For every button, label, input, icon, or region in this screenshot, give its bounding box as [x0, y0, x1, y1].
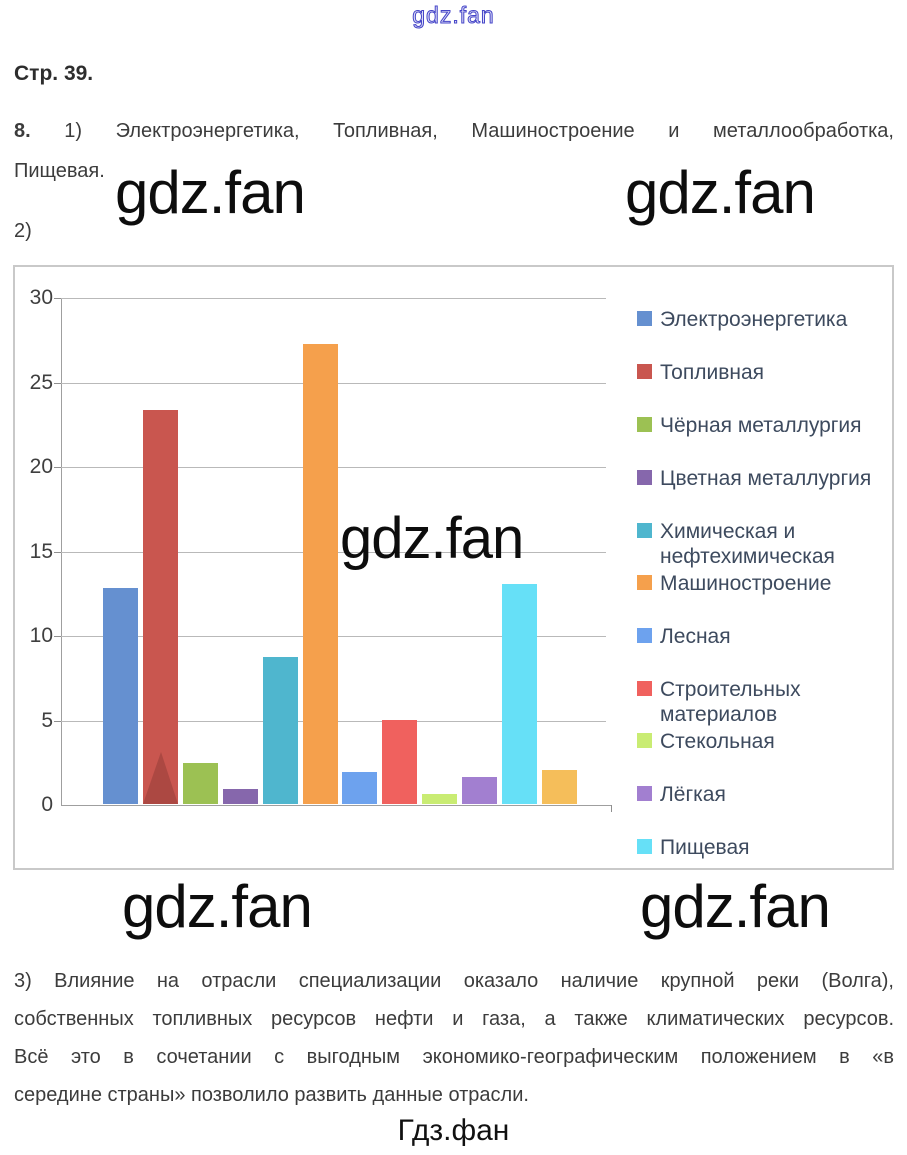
legend-label: Стекольная	[660, 730, 775, 753]
legend-label: Строительных материалов	[660, 678, 801, 726]
answer-1: 8. 1) Электроэнергетика, Топливная, Маши…	[14, 120, 894, 200]
bar-цветная-металлургия	[222, 788, 258, 804]
plot-area	[54, 298, 606, 805]
legend-label: Цветная металлургия	[660, 467, 872, 490]
legend-swatch-icon	[637, 839, 652, 854]
watermark-chart: gdz.fan	[340, 506, 524, 571]
legend-label: Чёрная металлургия	[660, 414, 862, 437]
y-tick	[54, 382, 61, 384]
legend-swatch-icon	[637, 733, 652, 748]
answer-3-line-3: Всё это в сочетании с выгодным экономико…	[14, 1046, 894, 1068]
answer-2-label: 2)	[14, 220, 32, 242]
legend-item-строительных-материалов: Строительных материалов	[637, 677, 889, 727]
legend-label: Машиностроение	[660, 572, 832, 595]
legend-item-чёрная-металлургия: Чёрная металлургия	[637, 413, 889, 438]
y-tick	[54, 720, 61, 722]
legend-label: Лесная	[660, 625, 731, 648]
bar-химическая-и-нефтехимическая	[262, 656, 298, 804]
bar-стекольная	[422, 793, 458, 804]
legend-swatch-icon	[637, 470, 652, 485]
answer-1-line-1: 8. 1) Электроэнергетика, Топливная, Маши…	[14, 120, 894, 160]
x-axis-line	[61, 805, 612, 812]
bar-лёгкая	[462, 776, 498, 804]
watermark-large: gdz.fan	[640, 873, 831, 940]
page-heading: Стр. 39.	[14, 62, 94, 85]
legend-item-пищевая: Пищевая	[637, 835, 889, 860]
legend-label: Химическая и нефтехимическая	[660, 520, 835, 568]
bar-лесная	[342, 771, 378, 804]
legend-item-машиностроение: Машиностроение	[637, 571, 889, 596]
bar-chart: 0 5 10 15 20 25 30 Электроэнергетика Топливная Ч…	[13, 265, 894, 870]
watermark-large: gdz.fan	[115, 159, 306, 226]
answer-3-line-1: 3) Влияние на отрасли специализации оказ…	[14, 970, 894, 992]
legend-label: Электроэнергетика	[660, 308, 848, 331]
legend-swatch-icon	[637, 311, 652, 326]
legend-item-лесная: Лесная	[637, 624, 889, 649]
y-tick	[54, 467, 61, 468]
legend-item-лёгкая: Лёгкая	[637, 782, 889, 807]
legend-item-электроэнергетика: Электроэнергетика	[637, 307, 889, 332]
watermark-large: gdz.fan	[122, 873, 313, 940]
watermark-large: gdz.fan	[625, 159, 816, 226]
legend-label: Топливная	[660, 361, 765, 384]
answer-1-line-2: Пищевая.	[14, 160, 105, 182]
legend-item-топливная: Топливная	[637, 360, 889, 385]
legend-label: Лёгкая	[660, 783, 726, 806]
legend-item-стекольная: Стекольная	[637, 729, 889, 754]
legend-swatch-icon	[637, 628, 652, 643]
bar-пищевая	[502, 584, 537, 804]
legend-item-химическая-и-нефтехимическая: Химическая и нефтехимическая	[637, 519, 889, 569]
y-axis-label-0: 0	[41, 793, 53, 816]
legend-swatch-icon	[637, 786, 652, 801]
legend-swatch-icon	[637, 417, 652, 432]
answer-3-line-4: середине страны» позволило развить данны…	[14, 1084, 529, 1106]
watermark-bottom: Гдз.фан	[397, 1114, 510, 1147]
bar-машиностроение	[302, 344, 338, 804]
legend-swatch-icon	[637, 523, 652, 538]
y-axis-label-20: 20	[29, 455, 53, 478]
y-axis-label-25: 25	[29, 370, 53, 394]
legend-item-цветная-металлургия: Цветная металлургия	[637, 466, 889, 491]
legend-swatch-icon	[637, 575, 652, 590]
legend-swatch-icon	[637, 364, 652, 379]
answer-1-text: 1) Электроэнергетика, Топливная, Машинос…	[64, 120, 894, 142]
gridline-30	[54, 298, 606, 299]
bar-строительных-материалов	[382, 719, 418, 804]
bar-11	[541, 770, 577, 804]
bar-электроэнергетика	[103, 587, 138, 804]
y-axis-label-10: 10	[29, 624, 53, 647]
y-axis-label-15: 15	[29, 539, 53, 563]
answer-3: 3) Влияние на отрасли специализации оказ…	[14, 970, 894, 1122]
legend-label: Пищевая	[660, 836, 750, 859]
legend-swatch-icon	[637, 681, 652, 696]
y-tick	[54, 298, 61, 299]
watermark-top: gdz.fan	[412, 2, 495, 29]
chart-legend: Электроэнергетика Топливная Чёрная металлу…	[637, 307, 889, 888]
y-tick	[54, 636, 61, 637]
bar-чёрная-металлургия	[182, 763, 218, 804]
y-axis-label-5: 5	[41, 708, 53, 732]
answer-number: 8.	[14, 120, 31, 142]
y-tick	[54, 551, 61, 553]
y-axis-label-30: 30	[29, 286, 53, 309]
answer-3-line-2: собственных топливных ресурсов нефти и г…	[14, 1008, 894, 1030]
bar-топливная	[142, 410, 178, 804]
